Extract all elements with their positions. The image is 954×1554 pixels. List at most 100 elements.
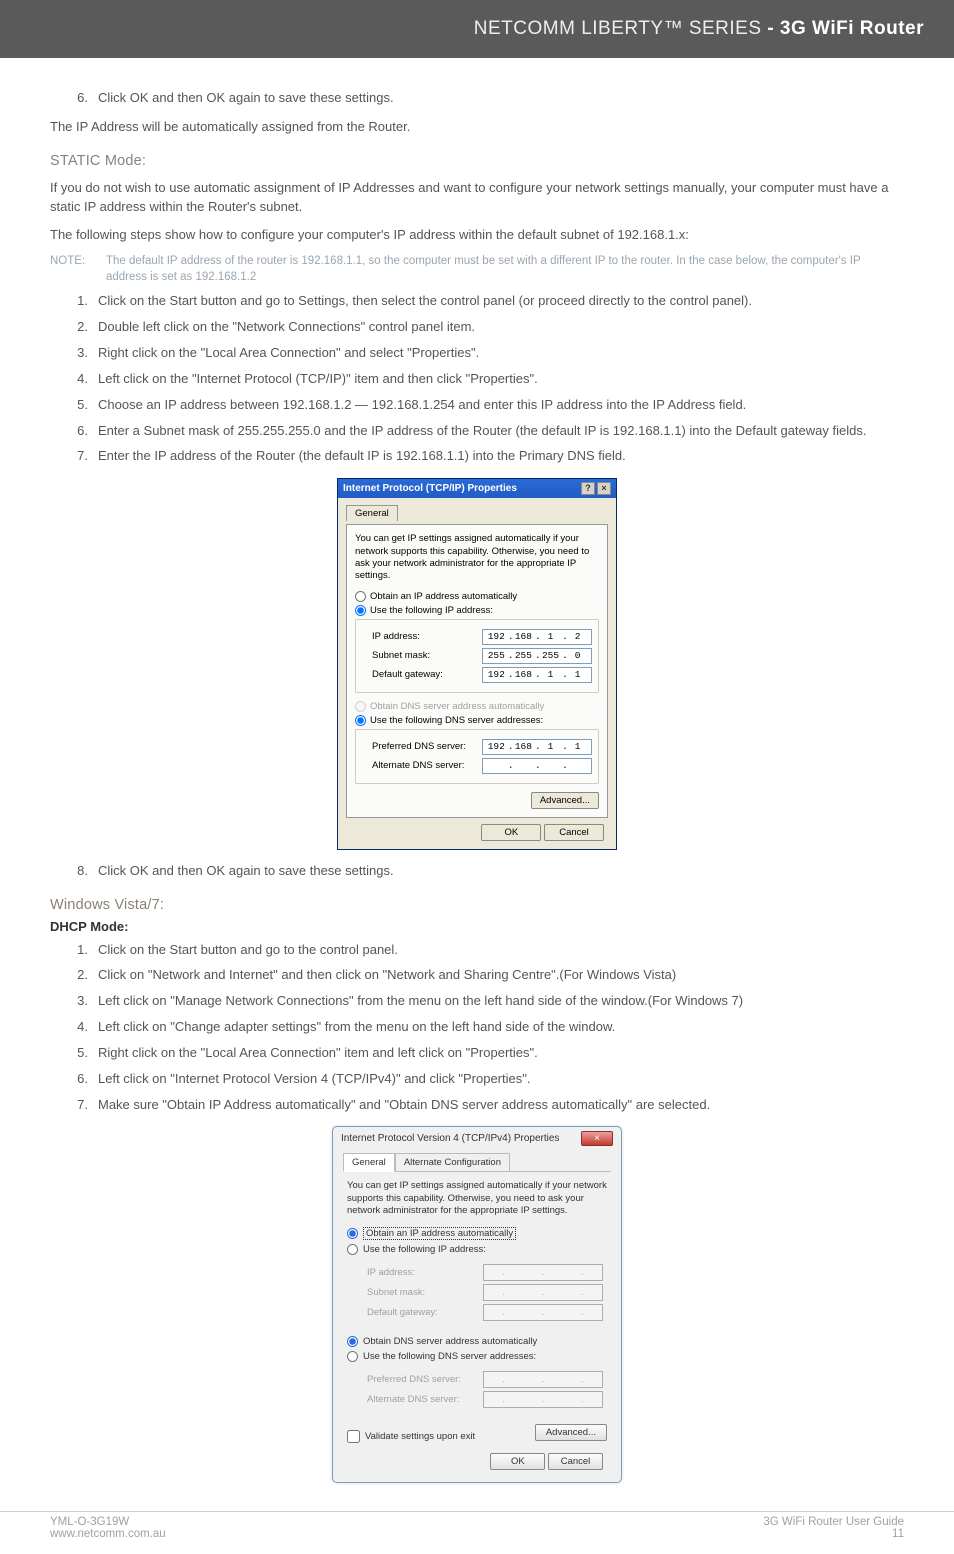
alternate-dns-row: Alternate DNS server: . . .	[372, 758, 592, 774]
subnet-mask-row: Subnet mask: 255. 255. 255. 0	[372, 648, 592, 664]
close-icon[interactable]: ×	[597, 482, 611, 495]
radio-input[interactable]	[355, 715, 366, 726]
radio-input[interactable]	[355, 605, 366, 616]
static-mode-heading: STATIC Mode:	[50, 153, 904, 169]
step-text: Click OK and then OK again to save these…	[98, 863, 394, 878]
default-gateway-input[interactable]: 192. 168. 1. 1	[482, 667, 592, 683]
v7-title-text: Internet Protocol Version 4 (TCP/IPv4) P…	[341, 1133, 559, 1144]
note-text: The default IP address of the router is …	[106, 253, 904, 285]
step-text: Enter a Subnet mask of 255.255.255.0 and…	[98, 423, 866, 438]
static-para2: The following steps show how to configur…	[50, 226, 904, 245]
list-item: 5.Right click on the "Local Area Connect…	[80, 1044, 904, 1063]
static-steps-list: 1.Click on the Start button and go to Se…	[50, 292, 904, 466]
radio-label: Obtain DNS server address automatically	[370, 701, 544, 712]
radio-obtain-ip-auto[interactable]: Obtain an IP address automatically	[355, 591, 599, 602]
alternate-dns-input[interactable]: . . .	[482, 758, 592, 774]
intro-continued-list: 6.Click OK and then OK again to save the…	[50, 89, 904, 108]
radio-use-following-ip[interactable]: Use the following IP address:	[355, 605, 599, 616]
alternate-dns-input: ...	[483, 1391, 603, 1408]
ok-button[interactable]: OK	[481, 824, 541, 841]
xp-tabs: General	[346, 504, 608, 520]
radio-label: Use the following DNS server addresses:	[370, 715, 543, 726]
cancel-button[interactable]: Cancel	[548, 1453, 603, 1470]
list-item: 4.Left click on "Change adapter settings…	[80, 1018, 904, 1037]
xp-dialog: Internet Protocol (TCP/IP) Properties ? …	[337, 478, 617, 849]
xp-description: You can get IP settings assigned automat…	[355, 533, 599, 582]
v7-dialog: Internet Protocol Version 4 (TCP/IPv4) P…	[332, 1126, 622, 1483]
advanced-row: Advanced...	[355, 792, 599, 809]
step-text: Click on "Network and Internet" and then…	[98, 967, 676, 982]
ip-address-label: IP address:	[372, 631, 482, 642]
radio-use-following-ip[interactable]: Use the following IP address:	[347, 1244, 607, 1255]
ip-address-row: IP address: 192. 168. 1. 2	[372, 629, 592, 645]
radio-use-following-dns[interactable]: Use the following DNS server addresses:	[355, 715, 599, 726]
static-para1: If you do not wish to use automatic assi…	[50, 179, 904, 217]
ip-address-input[interactable]: 192. 168. 1. 2	[482, 629, 592, 645]
validate-checkbox[interactable]: Validate settings upon exit	[347, 1430, 475, 1443]
advanced-button[interactable]: Advanced...	[535, 1424, 607, 1441]
step-text: Double left click on the "Network Connec…	[98, 319, 475, 334]
v7-tabs: GeneralAlternate Configuration	[343, 1152, 611, 1172]
default-gateway-input: ...	[483, 1304, 603, 1321]
step-text: Enter the IP address of the Router (the …	[98, 448, 626, 463]
advanced-button[interactable]: Advanced...	[531, 792, 599, 809]
checkbox-input[interactable]	[347, 1430, 360, 1443]
list-item: 6.Enter a Subnet mask of 255.255.255.0 a…	[80, 422, 904, 441]
radio-input[interactable]	[355, 591, 366, 602]
ip-fields-group: IP address: 192. 168. 1. 2 Subnet mask:	[355, 619, 599, 693]
checkbox-label: Validate settings upon exit	[365, 1431, 475, 1442]
ok-button[interactable]: OK	[490, 1453, 545, 1470]
banner-series: NETCOMM LIBERTY™ SERIES	[474, 18, 762, 39]
list-item: 5.Choose an IP address between 192.168.1…	[80, 396, 904, 415]
note-row: NOTE: The default IP address of the rout…	[50, 253, 904, 285]
page-header-banner: NETCOMM LIBERTY™ SERIES - 3G WiFi Router	[0, 0, 954, 58]
radio-label: Use the following IP address:	[363, 1244, 486, 1255]
radio-use-following-dns[interactable]: Use the following DNS server addresses:	[347, 1351, 607, 1362]
ip-octet: 192	[485, 741, 507, 752]
alternate-dns-row: Alternate DNS server: ...	[367, 1391, 603, 1408]
note-label: NOTE:	[50, 253, 90, 285]
radio-label: Obtain DNS server address automatically	[363, 1336, 537, 1347]
help-icon[interactable]: ?	[581, 482, 595, 495]
ip-octet: 0	[567, 650, 589, 661]
ip-octet: 168	[512, 631, 534, 642]
step-text: Make sure "Obtain IP Address automatical…	[98, 1097, 710, 1112]
cancel-button[interactable]: Cancel	[544, 824, 604, 841]
footer-url: www.netcomm.com.au	[50, 1528, 166, 1540]
vista-steps-list: 1.Click on the Start button and go to th…	[50, 941, 904, 1115]
radio-input[interactable]	[347, 1244, 358, 1255]
page-content: 6.Click OK and then OK again to save the…	[0, 58, 954, 1503]
preferred-dns-row: Preferred DNS server: 192. 168. 1. 1	[372, 739, 592, 755]
subnet-mask-label: Subnet mask:	[367, 1287, 425, 1298]
close-icon[interactable]: ×	[581, 1131, 613, 1146]
intro-after-text: The IP Address will be automatically ass…	[50, 118, 904, 137]
step-text: Click on the Start button and go to Sett…	[98, 293, 752, 308]
radio-label: Obtain an IP address automatically	[363, 1227, 516, 1240]
ip-address-input: ...	[483, 1264, 603, 1281]
list-item: 3.Left click on "Manage Network Connecti…	[80, 992, 904, 1011]
alternate-dns-label: Alternate DNS server:	[367, 1394, 459, 1405]
tab-alternate-config[interactable]: Alternate Configuration	[395, 1153, 510, 1172]
tab-general[interactable]: General	[346, 505, 398, 521]
step-text: Right click on the "Local Area Connectio…	[98, 345, 479, 360]
xp-panel: You can get IP settings assigned automat…	[346, 524, 608, 817]
ip-octet: 168	[512, 669, 534, 680]
ip-fields-group: IP address: ... Subnet mask: ... Default…	[347, 1259, 607, 1332]
radio-obtain-dns-auto[interactable]: Obtain DNS server address automatically	[347, 1336, 607, 1347]
footer-model: YML-O-3G19W	[50, 1516, 166, 1528]
v7-titlebar: Internet Protocol Version 4 (TCP/IPv4) P…	[333, 1127, 621, 1148]
tab-general[interactable]: General	[343, 1153, 395, 1172]
xp-window-controls: ? ×	[581, 482, 611, 495]
preferred-dns-input[interactable]: 192. 168. 1. 1	[482, 739, 592, 755]
list-item: 6.Click OK and then OK again to save the…	[80, 89, 904, 108]
radio-obtain-ip-auto[interactable]: Obtain an IP address automatically	[347, 1227, 607, 1240]
radio-input[interactable]	[347, 1351, 358, 1362]
banner-product: - 3G WiFi Router	[762, 18, 924, 39]
subnet-mask-input[interactable]: 255. 255. 255. 0	[482, 648, 592, 664]
list-item: 8.Click OK and then OK again to save the…	[80, 862, 904, 881]
radio-input[interactable]	[347, 1228, 358, 1239]
ip-octet: 168	[512, 741, 534, 752]
radio-label: Use the following IP address:	[370, 605, 493, 616]
v7-body: GeneralAlternate Configuration You can g…	[333, 1148, 621, 1478]
radio-input[interactable]	[347, 1336, 358, 1347]
